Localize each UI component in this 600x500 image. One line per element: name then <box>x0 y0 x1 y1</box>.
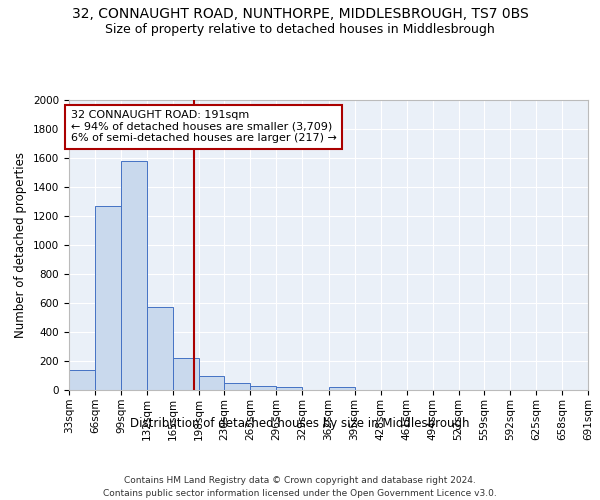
Bar <box>173 358 199 390</box>
Bar <box>199 376 224 390</box>
Bar <box>147 308 173 390</box>
Text: 32, CONNAUGHT ROAD, NUNTHORPE, MIDDLESBROUGH, TS7 0BS: 32, CONNAUGHT ROAD, NUNTHORPE, MIDDLESBR… <box>71 8 529 22</box>
Text: Contains public sector information licensed under the Open Government Licence v3: Contains public sector information licen… <box>103 489 497 498</box>
Text: 32 CONNAUGHT ROAD: 191sqm
← 94% of detached houses are smaller (3,709)
6% of sem: 32 CONNAUGHT ROAD: 191sqm ← 94% of detac… <box>71 110 337 144</box>
Text: Size of property relative to detached houses in Middlesbrough: Size of property relative to detached ho… <box>105 22 495 36</box>
Y-axis label: Number of detached properties: Number of detached properties <box>14 152 28 338</box>
Bar <box>95 206 121 390</box>
Bar <box>224 383 250 390</box>
Bar <box>69 370 95 390</box>
Text: Distribution of detached houses by size in Middlesbrough: Distribution of detached houses by size … <box>130 418 470 430</box>
Text: Contains HM Land Registry data © Crown copyright and database right 2024.: Contains HM Land Registry data © Crown c… <box>124 476 476 485</box>
Bar <box>121 161 147 390</box>
Bar <box>277 387 302 390</box>
Bar <box>250 386 277 390</box>
Bar <box>329 387 355 390</box>
